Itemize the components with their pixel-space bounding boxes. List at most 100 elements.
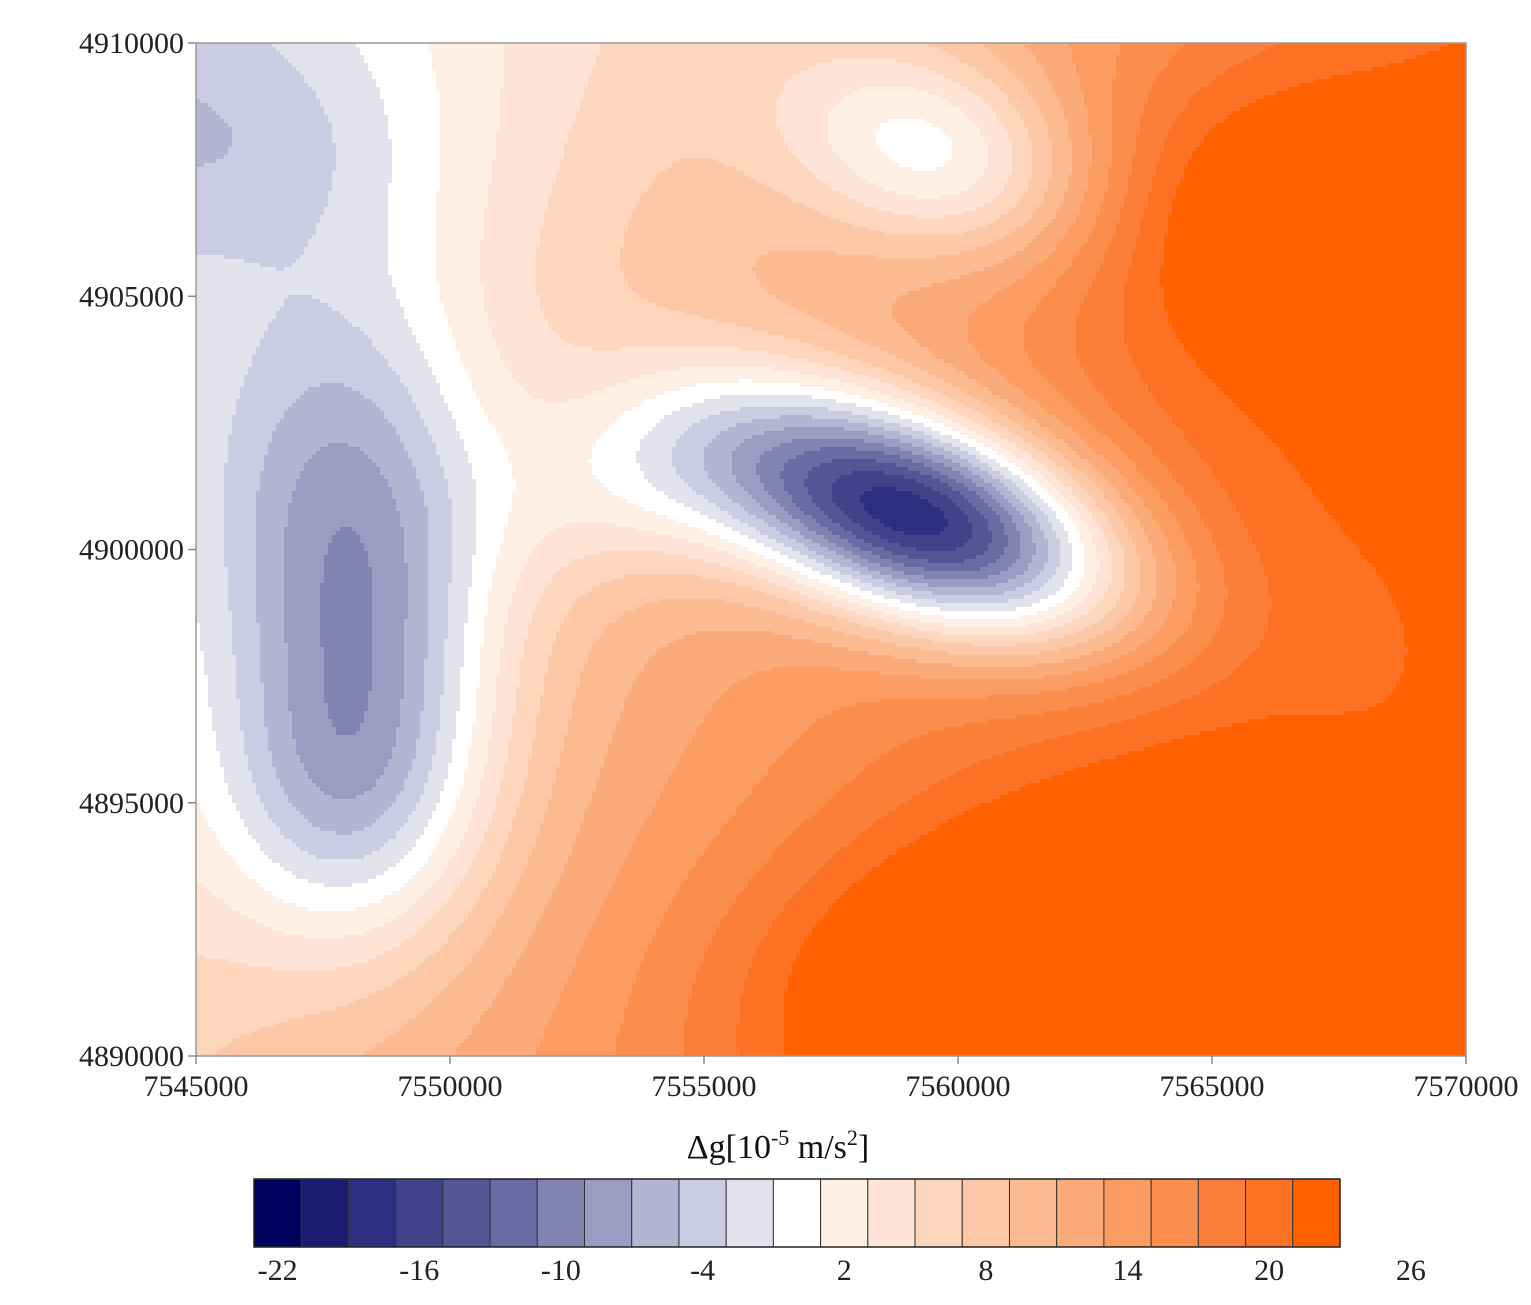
contour-cell: [644, 819, 729, 824]
contour-cell: [1004, 187, 1029, 192]
contour-cell: [1028, 187, 1049, 192]
contour-cell: [680, 159, 717, 164]
contour-cell: [320, 611, 373, 616]
contour-cell: [1120, 211, 1145, 216]
contour-cell: [1128, 183, 1153, 188]
contour-cell: [976, 431, 997, 436]
contour-cell: [568, 399, 645, 404]
contour-cell: [196, 751, 221, 756]
contour-cell: [424, 707, 441, 712]
contour-cell: [640, 447, 673, 452]
contour-cell: [492, 723, 513, 728]
contour-cell: [784, 907, 829, 912]
contour-cell: [776, 611, 821, 616]
contour-cell: [1072, 503, 1085, 508]
contour-cell: [496, 567, 525, 572]
contour-cell: [1100, 663, 1145, 668]
contour-cell: [484, 287, 537, 292]
contour-cell: [580, 679, 637, 684]
contour-cell: [1156, 519, 1177, 524]
contour-cell: [572, 847, 633, 852]
contour-cell: [944, 415, 965, 420]
contour-cell: [372, 583, 409, 588]
contour-cell: [288, 707, 329, 712]
contour-cell: [504, 627, 529, 632]
contour-cell: [1068, 399, 1109, 404]
contour-cell: [600, 907, 669, 912]
contour-cell: [1180, 483, 1221, 488]
contour-cell: [1056, 487, 1073, 492]
contour-cell: [1256, 99, 1466, 104]
contour-cell: [284, 931, 365, 936]
contour-cell: [488, 319, 549, 324]
contour-cell: [376, 347, 421, 352]
contour-cell: [1044, 563, 1061, 568]
contour-cell: [768, 771, 861, 776]
contour-cell: [1104, 647, 1137, 652]
contour-cell: [628, 219, 841, 224]
contour-cell: [228, 571, 257, 576]
contour-cell: [208, 683, 237, 688]
contour-cell: [368, 551, 405, 556]
contour-cell: [200, 627, 233, 632]
contour-cell: [1148, 507, 1169, 512]
contour-cell: [240, 867, 285, 872]
contour-cell: [364, 827, 401, 832]
contour-cell: [1144, 527, 1161, 532]
contour-cell: [1072, 55, 1117, 60]
contour-cell: [428, 603, 449, 608]
contour-cell: [608, 751, 685, 756]
contour-cell: [1252, 651, 1409, 656]
contour-cell: [196, 495, 225, 500]
contour-cell: [236, 687, 265, 692]
contour-cell: [1176, 639, 1213, 644]
contour-cell: [1080, 363, 1137, 368]
contour-cell: [1000, 371, 1041, 376]
contour-cell: [996, 115, 1021, 120]
contour-cell: [776, 295, 901, 300]
contour-cell: [664, 915, 725, 920]
contour-cell: [540, 231, 625, 236]
contour-cell: [828, 111, 965, 116]
contour-cell: [764, 507, 785, 512]
contour-cell: [1092, 383, 1149, 388]
contour-cell: [764, 287, 921, 292]
contour-cell: [516, 587, 545, 592]
contour-cell: [980, 475, 993, 480]
contour-cell: [344, 315, 405, 320]
contour-cell: [572, 851, 629, 856]
contour-cell: [260, 647, 289, 652]
contour-cell: [948, 475, 965, 480]
contour-cell: [484, 211, 545, 216]
contour-cell: [424, 791, 441, 796]
contour-cell: [1128, 423, 1177, 428]
contour-cell: [604, 631, 697, 636]
contour-cell: [544, 811, 585, 816]
contour-cell: [1136, 667, 1181, 672]
contour-cell: [204, 671, 237, 676]
contour-cell: [504, 639, 525, 644]
contour-cell: [792, 499, 813, 504]
contour-cell: [440, 727, 457, 732]
contour-cell: [396, 831, 425, 836]
contour-cell: [232, 427, 277, 432]
contour-cell: [232, 423, 277, 428]
contour-cell: [1076, 507, 1089, 512]
contour-cell: [988, 415, 1009, 420]
contour-cell: [1312, 487, 1466, 492]
contour-cell: [232, 419, 281, 424]
contour-cell: [1124, 295, 1165, 300]
contour-cell: [260, 799, 289, 804]
contour-cell: [960, 275, 1025, 280]
contour-cell: [456, 723, 473, 728]
contour-cell: [564, 147, 789, 152]
contour-cell: [948, 651, 1041, 656]
contour-cell: [928, 559, 965, 564]
contour-cell: [224, 551, 257, 556]
contour-cell: [264, 699, 289, 704]
contour-cell: [508, 739, 533, 744]
contour-cell: [756, 563, 785, 568]
contour-cell: [1092, 651, 1129, 656]
contour-cell: [1216, 631, 1265, 636]
contour-cell: [484, 295, 541, 300]
